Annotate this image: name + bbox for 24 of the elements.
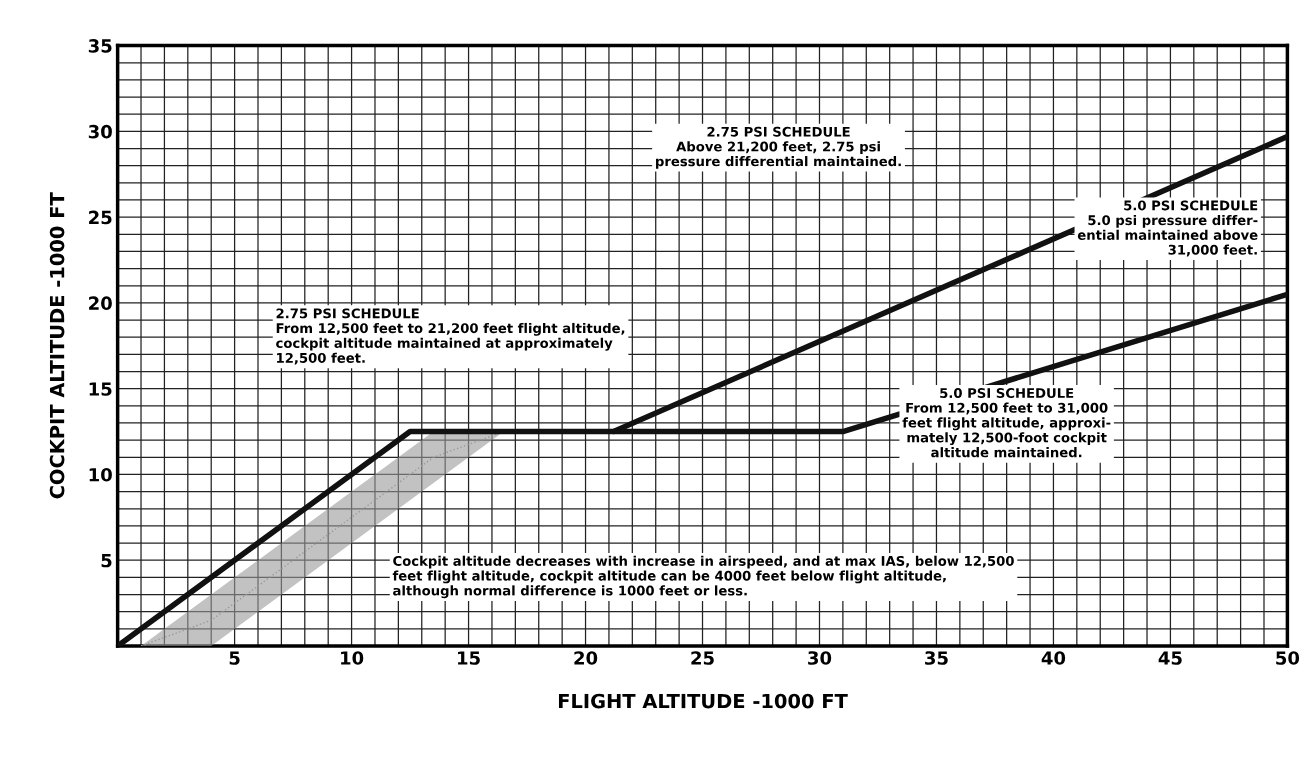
annotation: 5.0 PSI SCHEDULE 5.0 psi pressure differ- ential maintained above 31,000 feet.: [1077, 200, 1258, 257]
x-tick-label: 10: [341, 651, 364, 665]
y-tick-label: 25: [89, 210, 112, 225]
x-tick-label: 15: [458, 651, 480, 665]
annotation: 2.75 PSI SCHEDULE From 12,500 feet to 21,200 feet flight altitude, cockpit altitude maintained at approximately 12,500 feet.: [276, 308, 625, 365]
x-tick-label: 40: [1041, 651, 1066, 665]
y-tick-label: 10: [89, 467, 112, 482]
y-tick-label: 30: [88, 124, 112, 139]
x-tick-label: 25: [691, 651, 714, 665]
x-axis-title: FLIGHT ALTITUDE -1000 FT: [558, 693, 848, 709]
x-tick-label: 45: [1158, 651, 1182, 665]
x-tick-label: 5: [229, 651, 240, 665]
x-tick-label: 30: [808, 651, 832, 665]
annotation: Cockpit altitude decreases with increase in airspeed, and at max IAS, below 12,500 feet flight altitude, cockpit altitude can be 4000 feet below flight altitude, although normal difference is 1000 feet or less.: [392, 555, 1014, 599]
y-tick-label: 5: [101, 553, 112, 568]
annotation: 2.75 PSI SCHEDULE Above 21,200 feet, 2.75 psi pressure differential maintained.: [656, 126, 901, 169]
x-tick-label: 35: [925, 651, 948, 665]
y-tick-label: 20: [89, 296, 112, 311]
x-tick-label: 20: [574, 651, 598, 665]
y-axis-title: COCKPIT ALTITUDE -1000 FT: [49, 192, 65, 499]
y-tick-label: 15: [89, 382, 112, 396]
y-tick-label: 35: [88, 39, 112, 53]
annotation: 5.0 PSI SCHEDULE From 12,500 feet to 31,000 feet flight altitude, approxi- mately 12,500-foot cockpit altitude maintained.: [902, 388, 1111, 458]
x-tick-label: 50: [1276, 651, 1300, 665]
